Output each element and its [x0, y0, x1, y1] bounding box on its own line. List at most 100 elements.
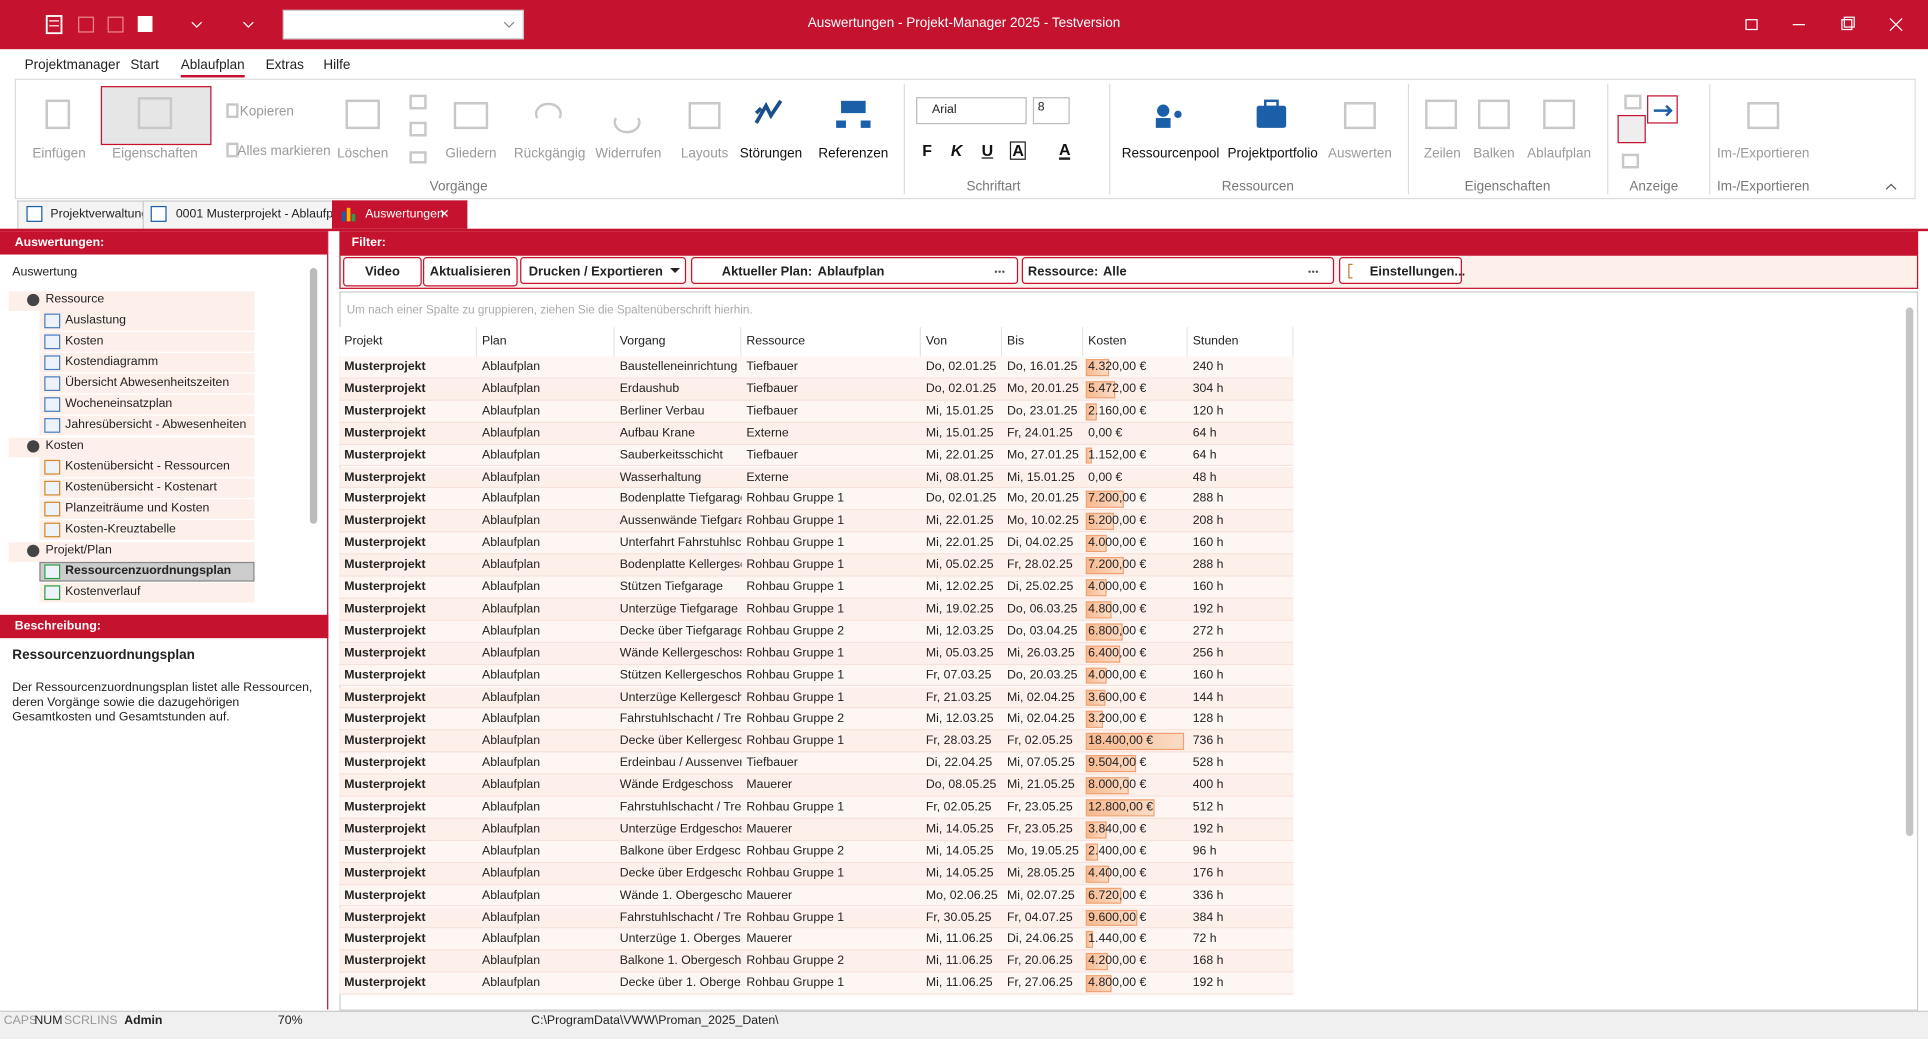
filter-button[interactable]: Aktualisieren	[422, 256, 518, 287]
tree-item[interactable]: Wocheneinsatzplan	[65, 397, 173, 411]
tree-item[interactable]: Kosten	[65, 334, 104, 348]
grid-row[interactable]	[339, 884, 1294, 907]
ribbon-button[interactable]: Auswerten	[1327, 146, 1392, 162]
tree-item[interactable]: Jahresübersicht - Abwesenheiten	[65, 418, 247, 432]
resource-value[interactable]: Alle	[1102, 264, 1127, 280]
ribbon-button[interactable]: Balken	[1473, 146, 1515, 162]
font-button[interactable]: A	[1009, 141, 1027, 160]
font-size-combo[interactable]: 8	[1032, 97, 1070, 125]
menu-item[interactable]: Projektmanager	[24, 57, 121, 73]
tree-item[interactable]: Kostenübersicht - Kostenart	[65, 480, 217, 495]
grid-cell: 256 h	[1192, 646, 1224, 660]
settings-button[interactable]: Einstellungen...	[1339, 256, 1465, 285]
column-header[interactable]: Ressource	[741, 327, 921, 357]
tree-item[interactable]: Kostendiagramm	[65, 355, 159, 369]
window-controls[interactable]	[1740, 15, 1912, 35]
ribbon-button[interactable]: Projektportfolio	[1227, 146, 1318, 162]
ribbon-button[interactable]: Zeilen	[1423, 146, 1461, 162]
font-name-combo[interactable]: Arial	[916, 97, 1027, 125]
tree-item[interactable]: Kosten-Kreuztabelle	[65, 522, 176, 537]
grid-row[interactable]	[339, 708, 1294, 731]
grid-cell: Ablaufplan	[481, 932, 541, 947]
grid-row[interactable]	[339, 840, 1294, 863]
export-dropdown[interactable]: Drucken / Exportieren	[520, 256, 687, 285]
filter-button[interactable]: Video	[343, 256, 422, 287]
grid-row[interactable]	[339, 400, 1294, 423]
ribbon-button[interactable]: Ressourcenpool	[1121, 146, 1220, 162]
tree-group-label[interactable]: Ressource	[45, 292, 105, 307]
ribbon-button[interactable]: Löschen	[337, 146, 389, 162]
grid-row[interactable]	[339, 972, 1294, 995]
grid-row[interactable]	[339, 444, 1294, 467]
plan-value[interactable]: Ablaufplan	[817, 264, 885, 280]
ribbon-button[interactable]: Ablaufplan	[1527, 146, 1592, 162]
grid-row[interactable]	[339, 796, 1294, 819]
font-button[interactable]: K	[950, 141, 963, 160]
grid-row[interactable]	[339, 356, 1294, 379]
ribbon-button[interactable]: Im-/Exportieren	[1716, 146, 1810, 162]
grid-row[interactable]	[339, 422, 1294, 445]
ribbon-button[interactable]: Gliedern	[445, 146, 497, 162]
ribbon-button[interactable]: Kopieren	[239, 104, 294, 120]
tree-group-label[interactable]: Projekt/Plan	[45, 543, 112, 558]
grid-row[interactable]	[339, 730, 1294, 753]
grid-row[interactable]	[339, 950, 1294, 973]
ribbon-button[interactable]: Referenzen	[818, 146, 889, 162]
ribbon-button[interactable]: Eigenschaften	[112, 146, 198, 162]
grid-row[interactable]	[339, 928, 1294, 951]
column-header[interactable]: Bis	[1002, 327, 1084, 357]
grid-row[interactable]	[339, 466, 1294, 489]
grid-cell: 18.400,00 €	[1088, 734, 1154, 748]
tree-group-label[interactable]: Kosten	[45, 438, 84, 453]
tree-item[interactable]: Kostenübersicht - Ressourcen	[65, 459, 230, 474]
column-header[interactable]: Projekt	[339, 327, 478, 357]
column-header[interactable]: Stunden	[1187, 327, 1294, 357]
grid-row[interactable]	[339, 488, 1294, 511]
tree-item[interactable]: Ressourcenzuordnungsplan	[65, 564, 232, 578]
column-header[interactable]: Von	[920, 327, 1003, 357]
cost-bar	[1085, 579, 1108, 597]
ribbon-button[interactable]: Rückgängig	[513, 146, 586, 162]
grid-row[interactable]	[339, 752, 1294, 775]
font-button[interactable]: U	[981, 141, 994, 160]
grid-row[interactable]	[339, 510, 1294, 533]
grid-row[interactable]	[339, 664, 1294, 687]
menu-item[interactable]: Extras	[265, 57, 304, 73]
grid-row[interactable]	[339, 686, 1294, 709]
column-header[interactable]: Kosten	[1083, 327, 1188, 357]
ribbon-button[interactable]: Widerrufen	[595, 146, 662, 162]
grid-row[interactable]	[339, 598, 1294, 621]
ribbon-button[interactable]: Alles markieren	[237, 143, 331, 159]
column-header[interactable]: Plan	[477, 327, 615, 357]
ribbon-button[interactable]: Einfügen	[32, 146, 86, 162]
grid-cell: Musterprojekt	[344, 602, 426, 616]
grid-row[interactable]	[339, 620, 1294, 643]
tree-item[interactable]: Kostenverlauf	[65, 585, 141, 599]
grid-row[interactable]	[339, 554, 1294, 577]
document-tab[interactable]: 0001 Musterprojekt - Ablaufplan	[142, 200, 359, 229]
grid-row[interactable]	[339, 906, 1294, 929]
font-button[interactable]: F	[922, 141, 933, 160]
menu-item[interactable]: Start	[130, 57, 159, 73]
grid-row[interactable]	[339, 774, 1294, 797]
tree-item[interactable]: Auslastung	[65, 313, 127, 328]
grid-row[interactable]	[339, 642, 1294, 665]
grid-cell: 144 h	[1192, 690, 1224, 704]
grid-row[interactable]	[339, 576, 1294, 599]
menu-item-active[interactable]: Ablaufplan	[180, 58, 245, 78]
font-button[interactable]: A	[1059, 140, 1071, 160]
grid-row[interactable]	[339, 862, 1294, 885]
ribbon-button[interactable]: Störungen	[739, 146, 803, 162]
search-combo[interactable]	[282, 9, 524, 40]
column-header[interactable]: Vorgang	[614, 327, 742, 357]
grid-row[interactable]	[339, 378, 1294, 401]
tree-item[interactable]: Planzeiträume und Kosten	[65, 501, 210, 516]
menu-item[interactable]: Hilfe	[323, 57, 351, 73]
selected-button-frame	[100, 86, 212, 146]
tree-item[interactable]: Übersicht Abwesenheitszeiten	[65, 376, 230, 390]
grid-cell: Rohbau Gruppe 1	[746, 910, 845, 925]
ribbon-button[interactable]: Layouts	[680, 146, 729, 162]
grid-row[interactable]	[339, 818, 1294, 841]
grid-row[interactable]	[339, 532, 1294, 555]
